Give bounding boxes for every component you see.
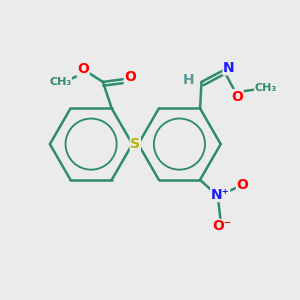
Text: H: H bbox=[182, 74, 194, 87]
Text: O: O bbox=[124, 70, 136, 85]
Text: O: O bbox=[236, 178, 248, 192]
Text: O⁻: O⁻ bbox=[212, 219, 232, 233]
Text: O: O bbox=[77, 62, 89, 76]
Text: CH₃: CH₃ bbox=[255, 83, 277, 93]
Text: S: S bbox=[130, 137, 140, 151]
Text: O: O bbox=[231, 90, 243, 104]
Text: CH₃: CH₃ bbox=[49, 77, 71, 87]
Text: N⁺: N⁺ bbox=[211, 188, 230, 202]
Text: N: N bbox=[223, 61, 235, 75]
